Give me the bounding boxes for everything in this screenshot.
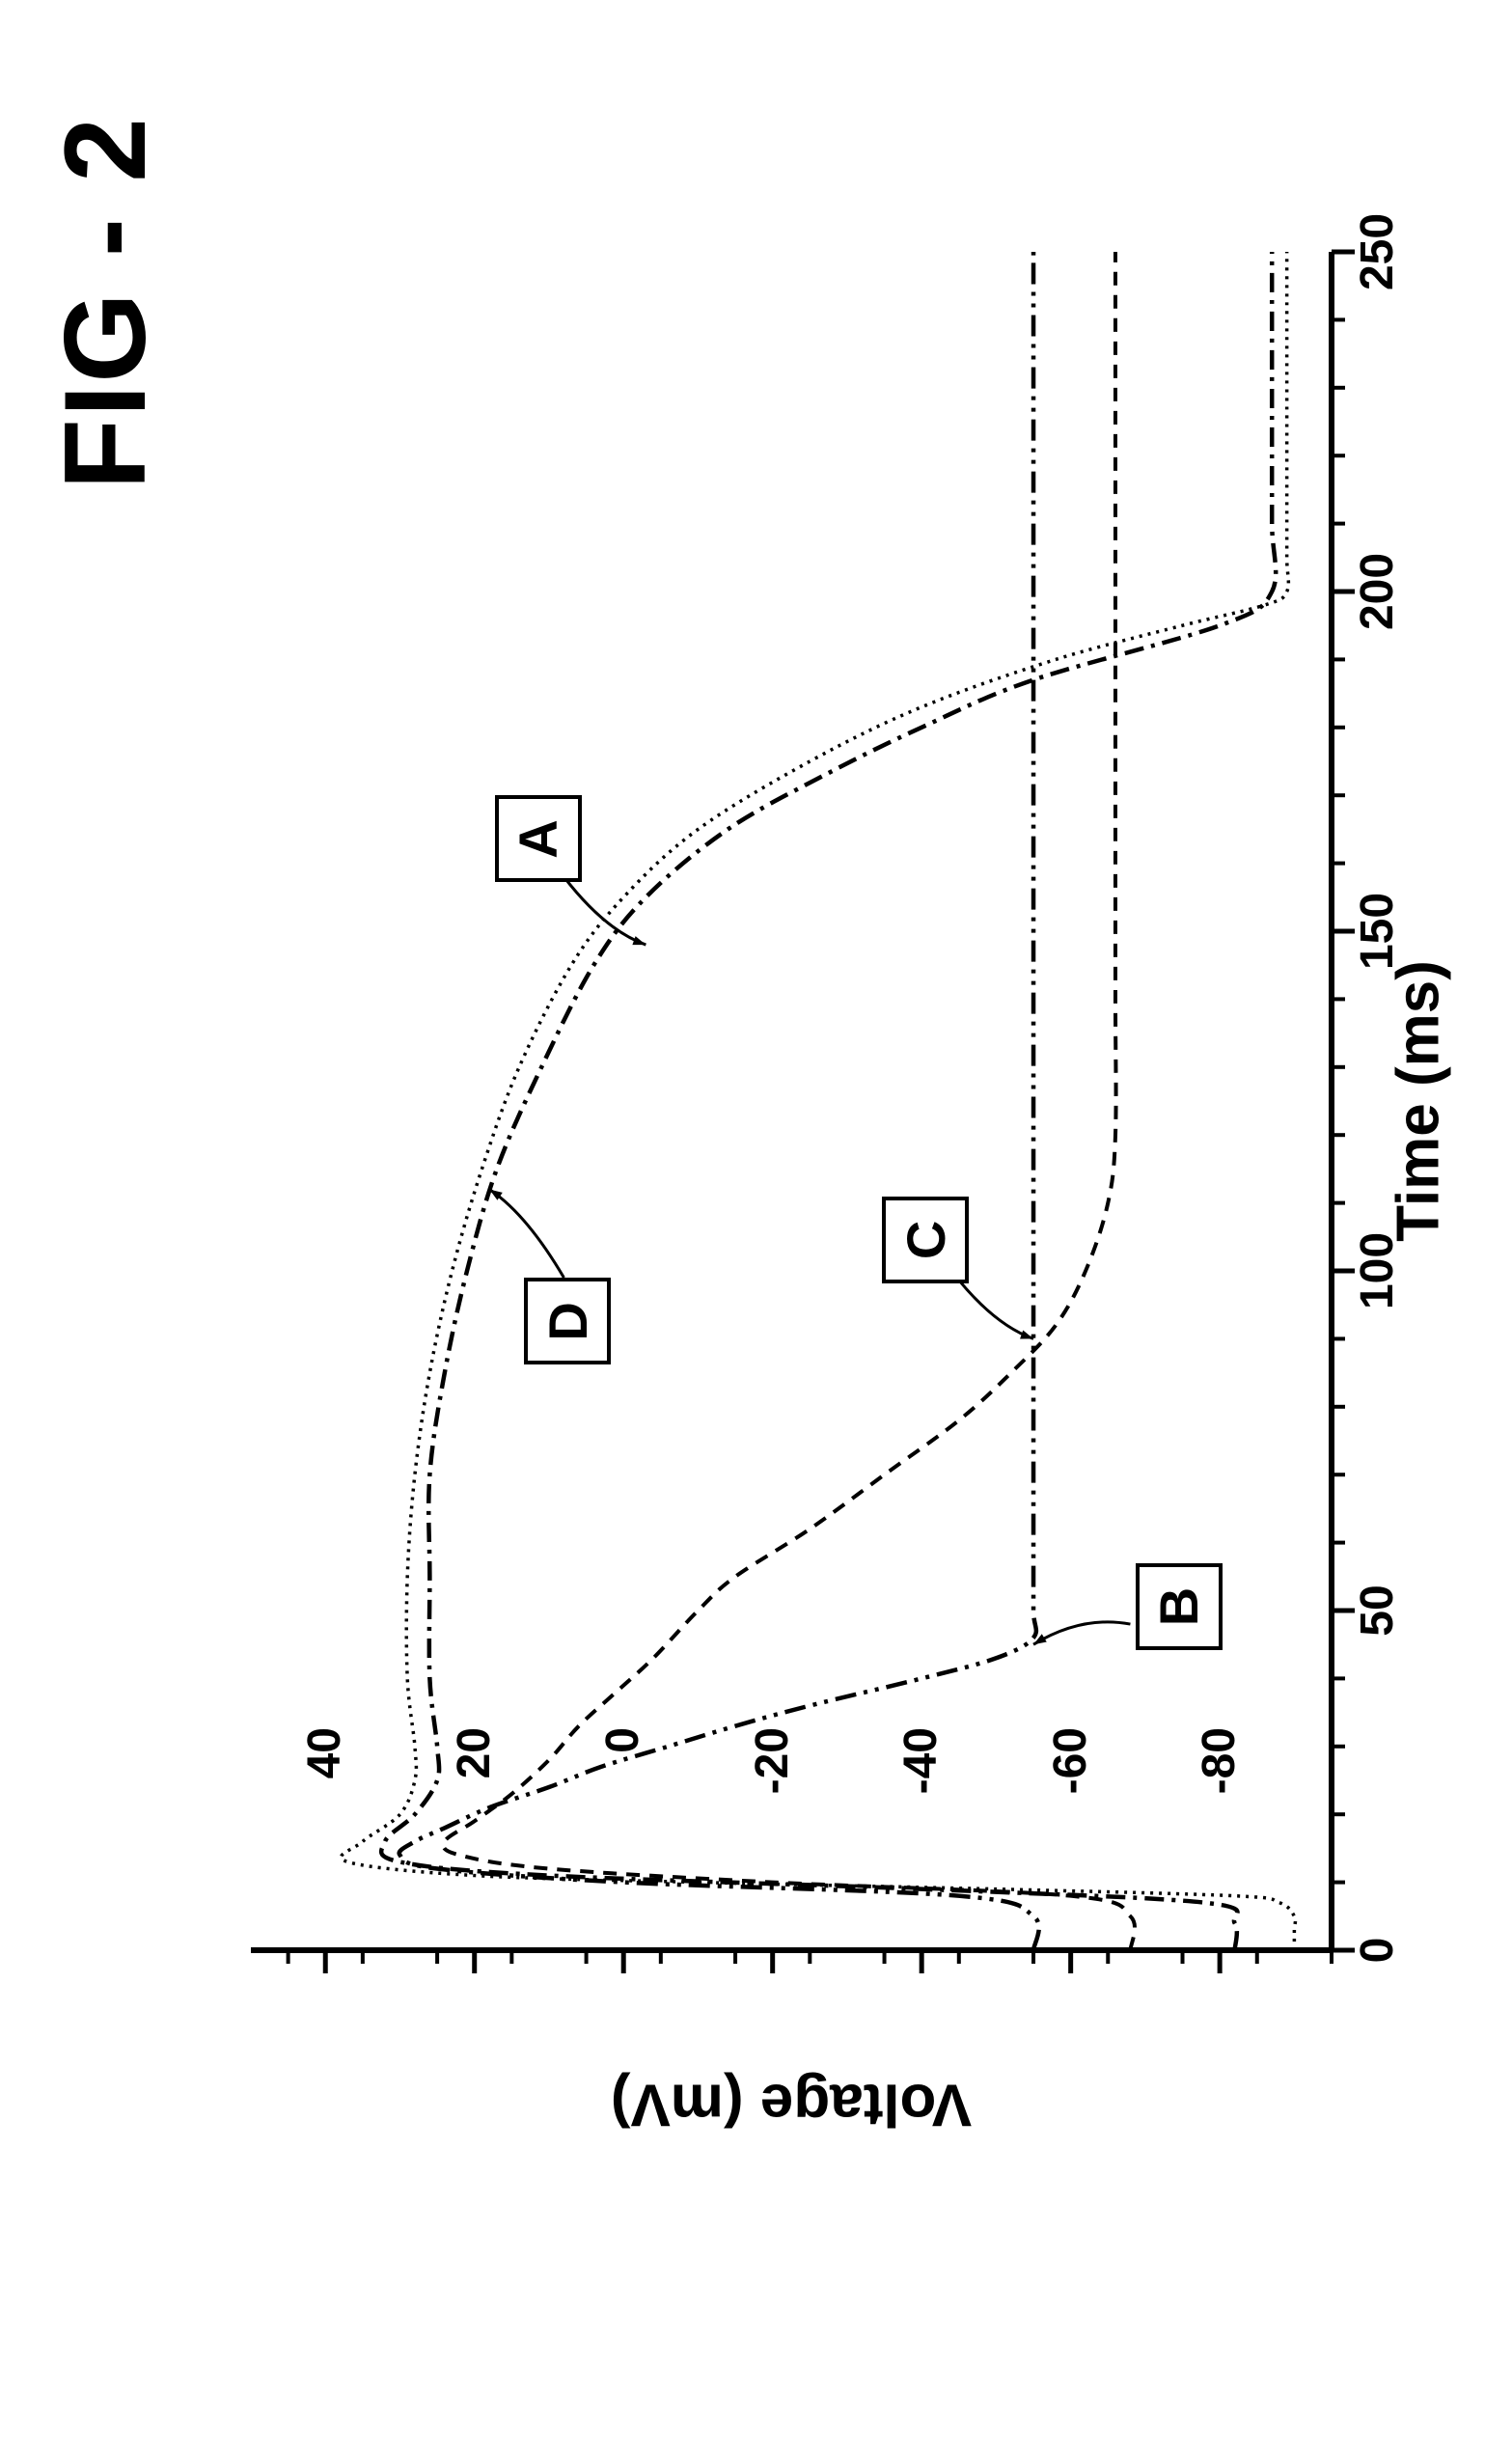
chart-plot-area — [251, 252, 1332, 1950]
curve-c — [444, 252, 1135, 1950]
y-axis-label: Voltage (mV) — [611, 2071, 972, 2139]
x-tick-label: 150 — [1351, 864, 1404, 999]
curve-b — [399, 252, 1039, 1950]
series-label-d: D — [524, 1278, 611, 1364]
curve-a — [341, 252, 1295, 1950]
x-tick-label: 250 — [1351, 184, 1404, 319]
figure-title: FIG - 2 — [39, 116, 172, 489]
x-tick-label: 100 — [1351, 1203, 1404, 1338]
series-label-c: C — [882, 1197, 969, 1283]
x-axis-label: Time (ms) — [1385, 960, 1453, 1242]
x-tick-label: 50 — [1351, 1543, 1404, 1678]
series-label-b: B — [1136, 1563, 1223, 1650]
curve-d — [381, 252, 1276, 1950]
x-tick-label: 0 — [1351, 1883, 1404, 2018]
series-label-a: A — [495, 795, 582, 882]
x-tick-label: 200 — [1351, 524, 1404, 659]
